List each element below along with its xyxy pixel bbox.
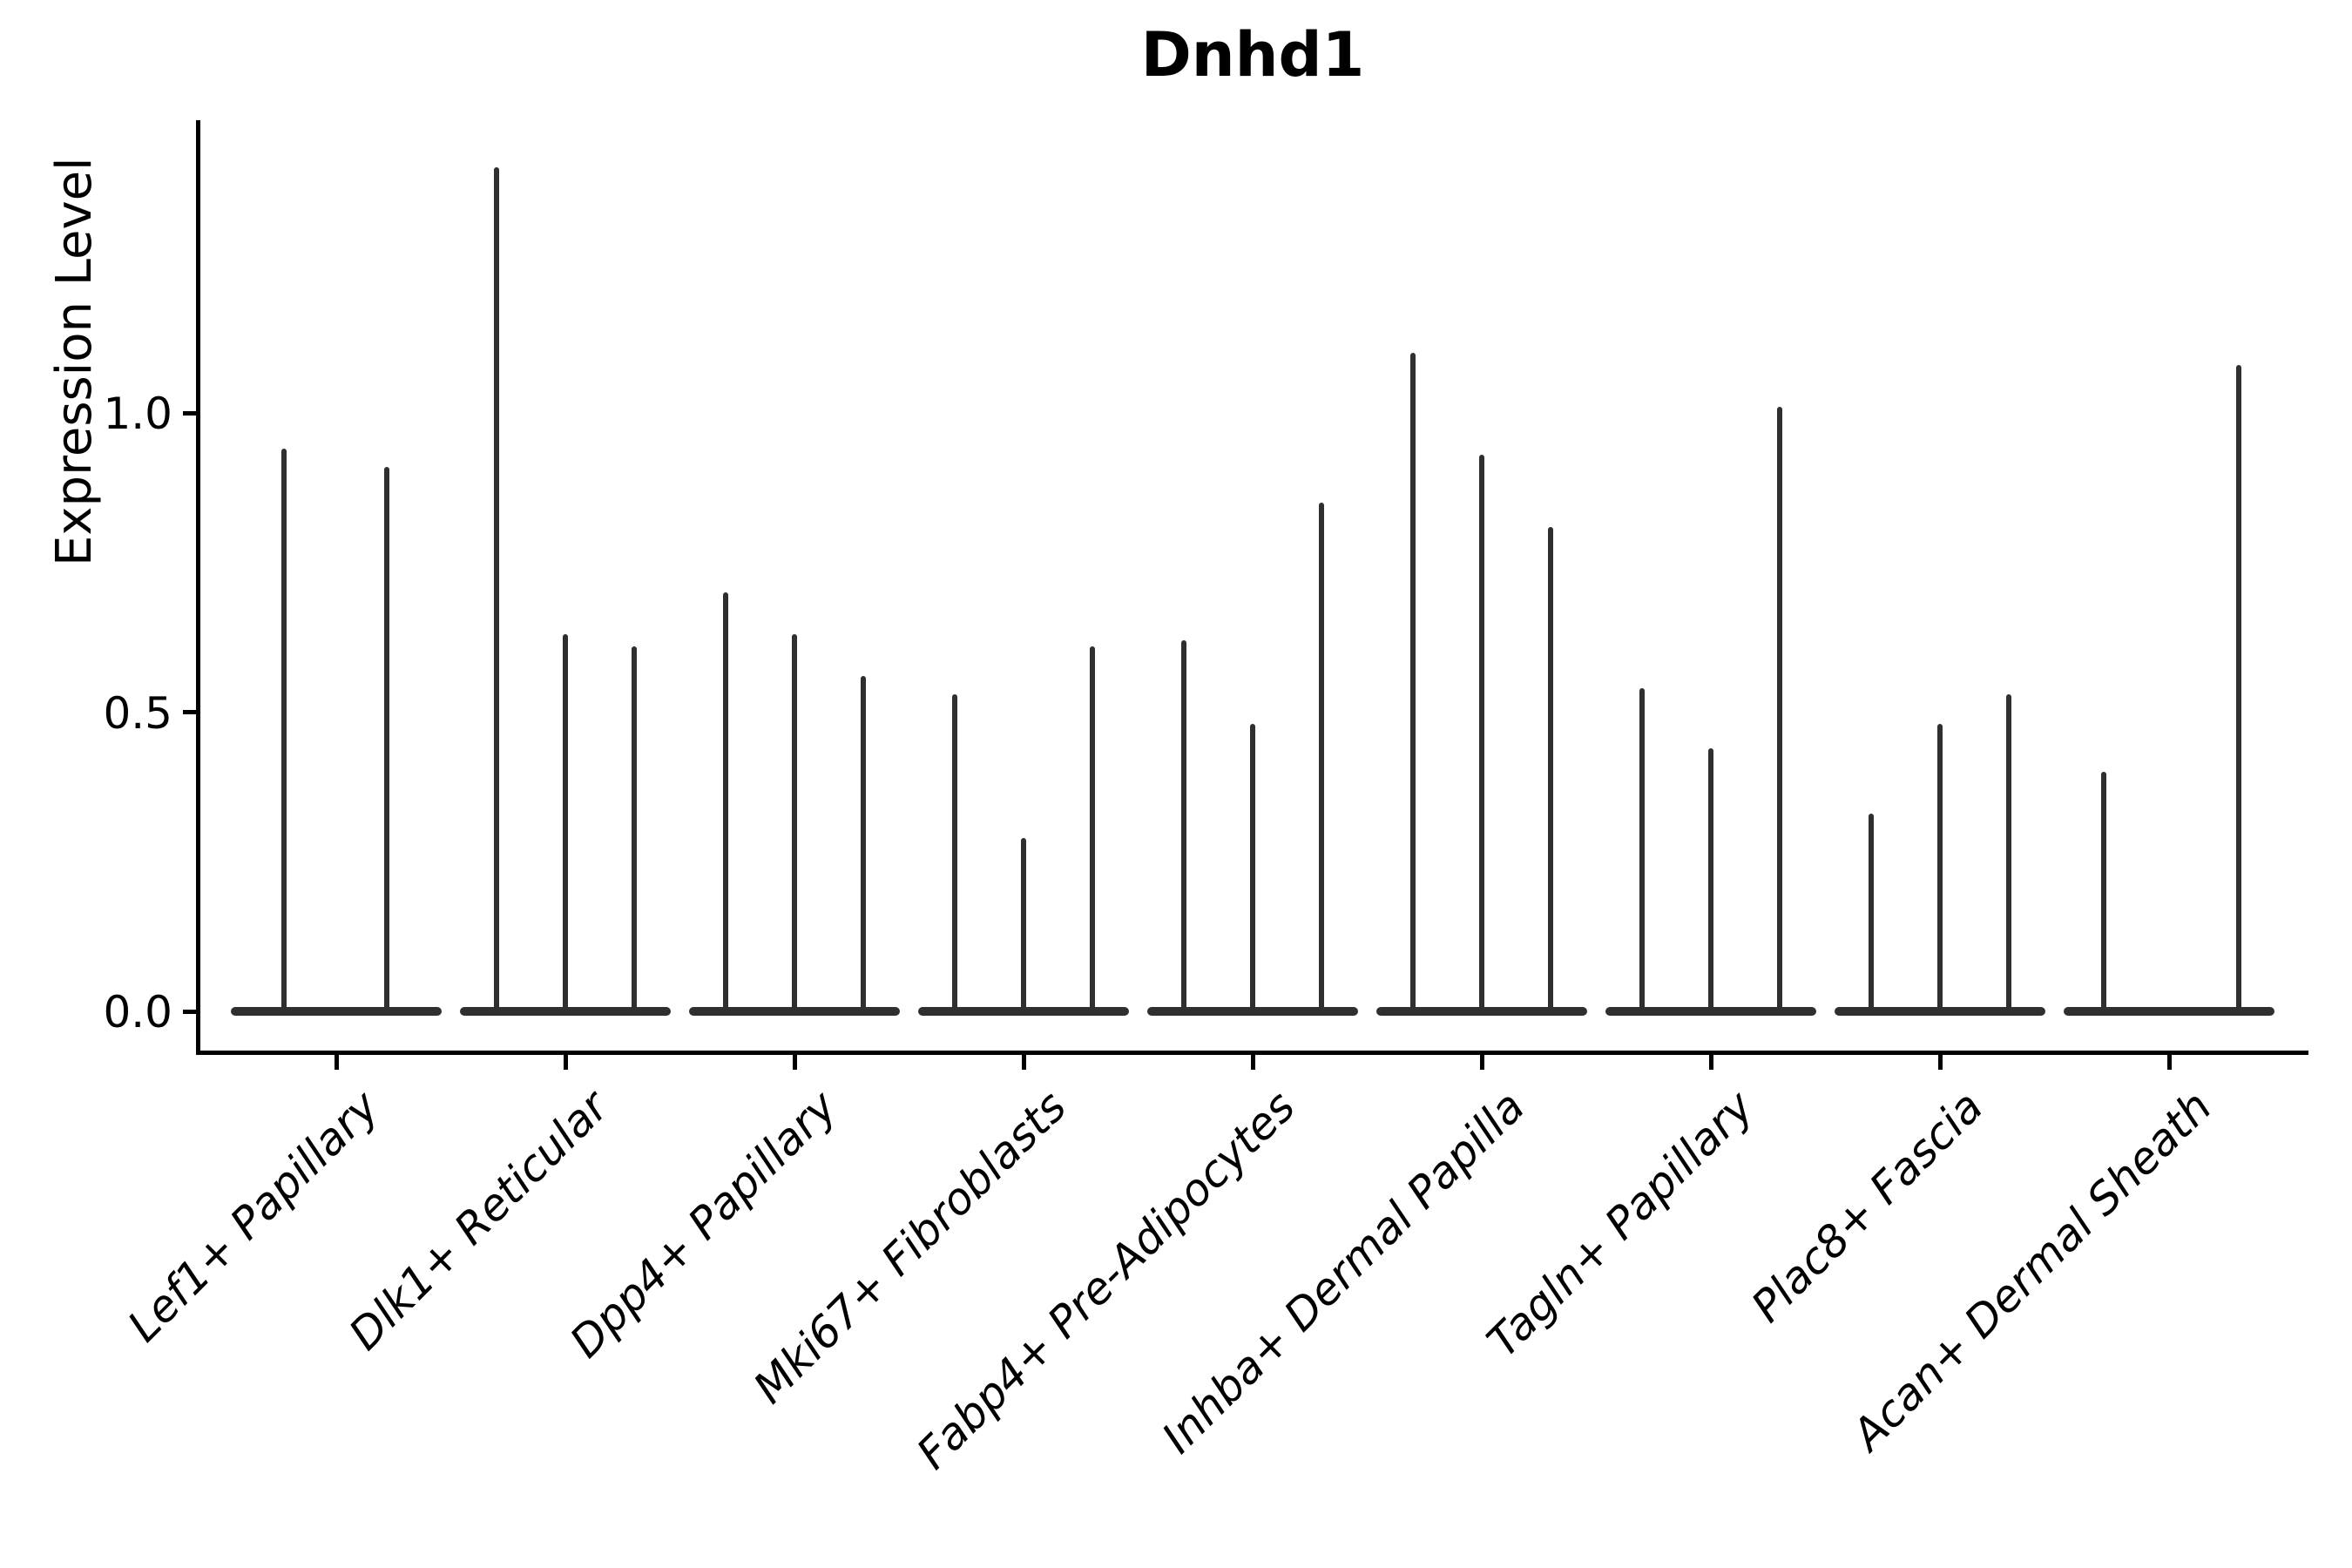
violin-spike xyxy=(563,634,568,1011)
x-tick-mark xyxy=(792,1055,797,1070)
x-tick-mark xyxy=(1937,1055,1943,1070)
violin-baseline xyxy=(2064,1007,2274,1016)
x-axis-spine xyxy=(196,1051,2308,1055)
x-tick-mark xyxy=(1708,1055,1713,1070)
violin-spike xyxy=(281,449,287,1011)
y-tick-mark xyxy=(183,410,198,416)
violin-spike xyxy=(723,592,728,1011)
violin-spike xyxy=(2006,693,2011,1011)
violin-baseline xyxy=(231,1007,442,1016)
y-axis-spine xyxy=(196,120,200,1055)
x-tick-mark xyxy=(2166,1055,2172,1070)
y-tick-label: 0.0 xyxy=(103,987,172,1037)
violin-baseline xyxy=(1605,1007,1816,1016)
y-axis-label: Expression Level xyxy=(46,157,103,566)
violin-spike xyxy=(861,676,866,1011)
violin-spike xyxy=(1181,640,1186,1011)
violin-spike xyxy=(1021,837,1026,1011)
y-tick-label: 1.0 xyxy=(103,389,172,439)
violin-spike xyxy=(1869,814,1874,1011)
violin-spike xyxy=(1250,724,1255,1011)
chart-title: Dnhd1 xyxy=(1140,19,1365,91)
violin-spike xyxy=(1479,455,1484,1011)
violin-spike xyxy=(2101,772,2106,1011)
violin-spike xyxy=(1777,407,1782,1011)
violin-spike xyxy=(792,634,797,1011)
violin-spike xyxy=(1937,724,1943,1011)
violin-spike xyxy=(384,466,389,1011)
x-tick-label: Plac8+ Fascia xyxy=(1741,1081,1993,1333)
violin-spike xyxy=(2236,365,2241,1011)
violin-spike xyxy=(952,693,957,1011)
violin-spike xyxy=(1090,645,1095,1011)
violin-spike xyxy=(1410,353,1416,1011)
violin-baseline xyxy=(460,1007,671,1016)
x-tick-mark xyxy=(1250,1055,1255,1070)
y-tick-mark xyxy=(183,1009,198,1014)
violin-spike xyxy=(1639,688,1645,1011)
x-tick-mark xyxy=(1021,1055,1026,1070)
violin-spike xyxy=(494,167,499,1011)
violin-baseline xyxy=(918,1007,1129,1016)
y-tick-label: 0.5 xyxy=(103,687,172,739)
violin-baseline xyxy=(1376,1007,1587,1016)
x-tick-mark xyxy=(334,1055,339,1070)
violin-baseline xyxy=(1835,1007,2045,1016)
violin-baseline xyxy=(689,1007,900,1016)
x-tick-mark xyxy=(1479,1055,1484,1070)
violin-spike xyxy=(1708,747,1713,1011)
x-tick-mark xyxy=(563,1055,568,1070)
y-tick-mark xyxy=(183,710,198,714)
violin-spike xyxy=(1319,503,1324,1011)
x-tick-label: Fabp4+ Pre-Adipocytes xyxy=(907,1081,1306,1479)
x-tick-label: Lef1+ Papillary xyxy=(118,1081,389,1352)
violin-baseline xyxy=(1147,1007,1358,1016)
violin-spike xyxy=(632,645,637,1011)
violin-spike xyxy=(1548,526,1553,1011)
